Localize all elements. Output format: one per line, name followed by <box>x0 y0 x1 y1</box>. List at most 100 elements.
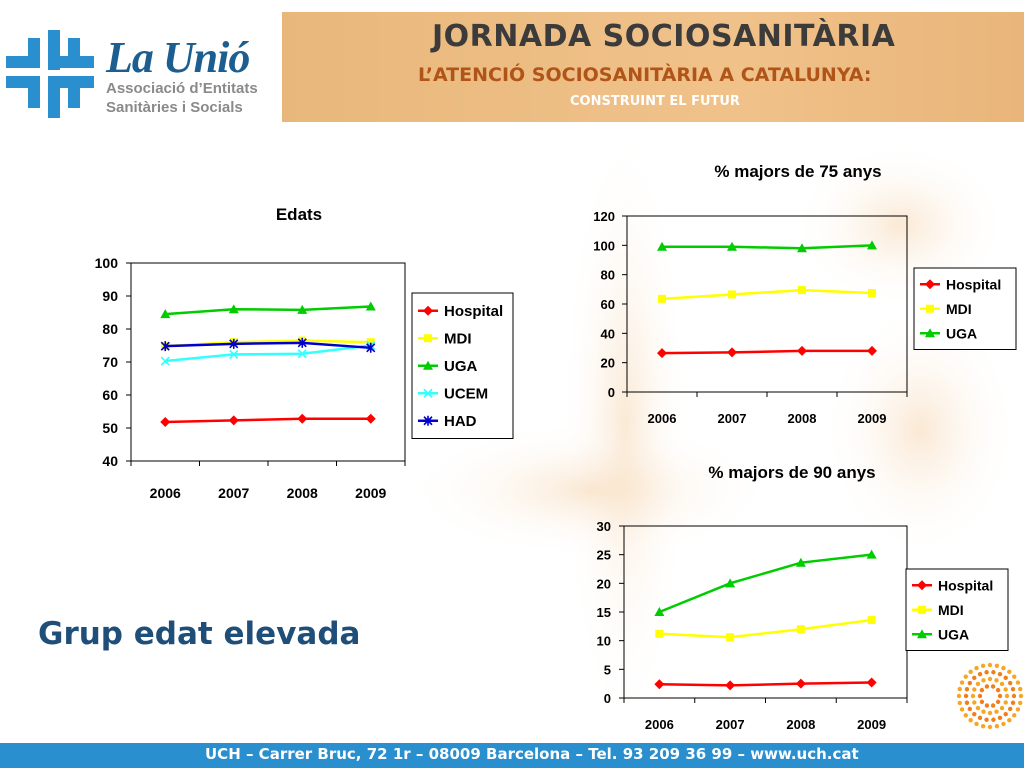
legend-label: Hospital <box>938 577 993 593</box>
data-point-uga <box>654 607 665 616</box>
sun-dot <box>1001 721 1006 727</box>
sun-dot <box>974 665 979 671</box>
sun-dot <box>1015 680 1021 685</box>
sun-dot <box>1004 693 1010 699</box>
sun-dot <box>970 693 976 699</box>
sun-dot <box>1018 693 1024 699</box>
series-line-uga <box>165 305 371 316</box>
sun-dot <box>991 717 996 722</box>
sun-dot <box>967 706 973 712</box>
sun-dot <box>1011 693 1017 699</box>
y-tick-label: 100 <box>95 255 119 271</box>
y-tick-label: 40 <box>102 453 118 469</box>
data-point-uga <box>657 241 667 251</box>
data-point-hospital <box>365 413 376 424</box>
sun-dot <box>977 671 983 677</box>
sun-dot <box>979 687 985 693</box>
sun-dot <box>1001 665 1006 671</box>
sun-dot <box>1007 718 1012 723</box>
legend-marker <box>423 415 433 426</box>
legend-marker <box>423 388 433 398</box>
sun-dot <box>997 715 1003 721</box>
chart-2: % majors de 90 anys 0 5 10 15 20 25 30 2006 2007 2… <box>597 463 1009 732</box>
data-point-had <box>297 337 307 348</box>
y-tick-label: 120 <box>593 209 615 224</box>
sun-dot <box>963 693 969 699</box>
y-tick-label: 60 <box>601 297 615 312</box>
series-line-uga <box>658 553 872 614</box>
x-tick-label: 2009 <box>355 485 386 501</box>
data-point-hospital <box>297 413 308 424</box>
sun-dot <box>980 724 986 729</box>
sun-dot <box>1018 700 1023 706</box>
sun-dot <box>991 670 996 675</box>
chart-title: % majors de 75 anys <box>714 162 881 181</box>
data-point-ucem <box>297 349 307 359</box>
sun-dot <box>967 680 973 686</box>
y-tick-label: 20 <box>601 356 615 371</box>
data-point-mdi <box>867 616 876 625</box>
sun-dot <box>980 663 986 668</box>
chart-0: Edats 40 50 60 70 80 90 100 2006 2007 2008 2009 Hosp… <box>95 205 514 501</box>
sun-dot <box>987 662 993 668</box>
legend-label: MDI <box>444 330 472 347</box>
sun-dot <box>984 717 989 722</box>
y-tick-label: 80 <box>601 268 615 283</box>
series-line-hospital <box>661 349 872 355</box>
x-tick-label: 2009 <box>857 717 886 732</box>
data-point-uga <box>866 549 877 559</box>
sun-dot <box>997 693 1003 699</box>
data-point-uga <box>228 304 239 314</box>
y-tick-label: 60 <box>102 387 118 403</box>
plot-area <box>626 215 908 393</box>
sun-dot <box>994 709 999 714</box>
chart-1: % majors de 75 anys 0 20 40 60 80 100 120 2006 20… <box>593 162 1017 426</box>
data-point-mdi <box>655 629 664 638</box>
sun-dot <box>1015 707 1021 712</box>
legend-marker <box>423 305 433 316</box>
data-point-ucem <box>229 349 239 359</box>
y-tick-label: 0 <box>608 385 615 400</box>
data-point-hospital <box>867 345 877 356</box>
y-tick-label: 0 <box>604 691 611 706</box>
sun-dot <box>968 718 973 723</box>
sun-dot <box>977 715 983 721</box>
series-line-ucem <box>165 344 371 363</box>
logo: La Unió Associació d’Entitats Sanitàries… <box>0 10 278 122</box>
series-line-mdi <box>661 288 873 301</box>
sun-dot <box>1003 711 1008 717</box>
data-point-hospital <box>160 417 171 428</box>
y-tick-label: 80 <box>102 321 118 337</box>
sun-dot <box>974 721 979 727</box>
data-point-uga <box>797 243 807 253</box>
y-tick-label: 25 <box>597 548 611 563</box>
sun-dot <box>1003 700 1008 705</box>
x-tick-label: 2006 <box>645 717 674 732</box>
sun-dot <box>975 681 981 687</box>
x-tick-label: 2007 <box>718 411 747 426</box>
data-point-hospital <box>727 347 737 358</box>
sun-dot <box>957 686 962 692</box>
y-tick-label: 40 <box>601 326 615 341</box>
sun-dot <box>995 699 1001 705</box>
plot-area <box>623 525 908 699</box>
sun-dot <box>1003 675 1008 681</box>
y-tick-label: 5 <box>604 662 611 677</box>
legend-marker <box>917 629 927 639</box>
legend-label: UGA <box>938 626 969 642</box>
x-tick-label: 2006 <box>648 411 677 426</box>
data-point-hospital <box>866 677 877 688</box>
data-point-uga <box>867 240 877 250</box>
header-band <box>282 12 1024 122</box>
data-point-mdi <box>658 294 666 303</box>
y-tick-label: 100 <box>593 238 615 253</box>
legend-marker <box>424 334 432 343</box>
sun-dot <box>1010 700 1016 705</box>
x-tick-label: 2007 <box>218 485 249 501</box>
uch-logo-icon <box>6 30 94 118</box>
y-tick-label: 30 <box>597 519 611 534</box>
x-tick-label: 2009 <box>858 411 887 426</box>
data-point-mdi <box>796 625 805 634</box>
sun-dot <box>972 700 977 705</box>
